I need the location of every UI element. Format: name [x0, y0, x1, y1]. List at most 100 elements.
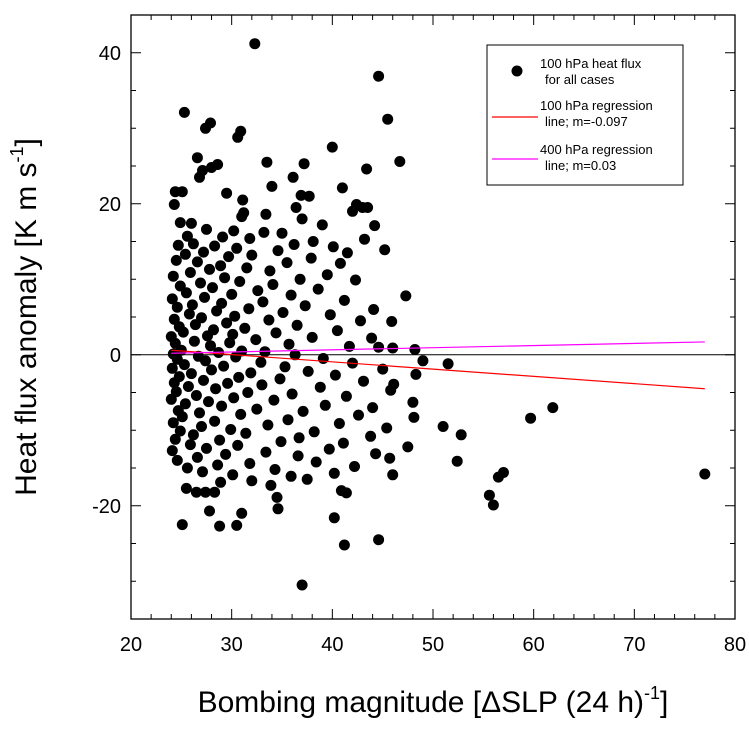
- legend-entry-3-line1: 400 hPa regression: [540, 142, 653, 157]
- data-point: [305, 252, 317, 264]
- data-point: [336, 182, 348, 194]
- data-point: [166, 445, 178, 457]
- data-point: [242, 387, 254, 398]
- data-point: [310, 456, 322, 468]
- data-point: [340, 487, 352, 499]
- legend-entry-1-line2: for all cases: [545, 72, 615, 87]
- data-point: [178, 359, 190, 371]
- data-point: [187, 238, 199, 250]
- data-point: [236, 211, 248, 223]
- data-point: [314, 381, 326, 393]
- legend: 100 hPa heat flux for all cases 100 hPa …: [486, 44, 684, 186]
- data-point: [203, 396, 214, 408]
- x-axis-title-main: Bombing magnitude [ΔSLP (24 h): [198, 686, 644, 719]
- data-point: [296, 579, 308, 591]
- data-point: [214, 520, 226, 532]
- data-point: [264, 265, 276, 277]
- regression-line-100hpa: [171, 349, 705, 390]
- data-point: [525, 412, 537, 424]
- data-point: [365, 430, 377, 442]
- data-point: [196, 421, 207, 432]
- data-point: [268, 394, 280, 406]
- y-axis-title-main: Heat flux anomaly [K m s: [10, 162, 43, 495]
- data-point: [198, 374, 209, 386]
- data-point: [292, 450, 304, 462]
- data-point: [226, 288, 238, 300]
- data-point: [209, 240, 221, 252]
- data-point: [293, 432, 305, 444]
- data-point: [234, 276, 246, 287]
- data-point: [291, 319, 303, 331]
- data-point: [231, 519, 243, 531]
- data-point: [218, 360, 230, 372]
- data-point: [235, 408, 247, 420]
- data-point: [255, 356, 267, 368]
- data-point: [230, 351, 242, 363]
- data-point: [409, 344, 421, 355]
- data-point: [333, 418, 345, 429]
- data-point: [275, 436, 287, 448]
- data-point: [321, 269, 333, 281]
- data-point: [699, 468, 711, 480]
- data-point: [277, 307, 289, 318]
- data-point: [377, 363, 389, 375]
- data-point: [306, 331, 318, 343]
- legend-marker-icon: [511, 65, 523, 77]
- data-point: [381, 422, 393, 434]
- data-point: [223, 251, 235, 263]
- data-point: [373, 70, 385, 82]
- data-point: [394, 156, 406, 167]
- data-point: [224, 337, 236, 349]
- y-tick-label: 0: [110, 345, 121, 367]
- data-point: [437, 421, 449, 432]
- x-tick-label: 40: [321, 634, 343, 656]
- data-point: [183, 308, 195, 320]
- data-point: [442, 358, 454, 370]
- legend-entry-2-line1: 100 hPa regression: [540, 98, 653, 113]
- data-point: [451, 455, 463, 467]
- data-point: [328, 467, 340, 479]
- data-point: [172, 239, 184, 251]
- data-point: [358, 375, 369, 387]
- axis-ticks: [130, 15, 736, 619]
- data-point: [236, 507, 248, 519]
- data-point: [331, 325, 343, 337]
- data-point: [232, 439, 244, 451]
- data-point: [233, 371, 245, 383]
- x-tick-label: 60: [523, 634, 545, 656]
- data-point: [166, 293, 178, 305]
- data-point: [200, 355, 211, 367]
- data-point: [171, 454, 183, 466]
- data-point: [169, 433, 181, 445]
- data-point: [181, 462, 193, 474]
- data-point: [337, 437, 349, 449]
- data-point: [417, 355, 429, 367]
- data-point: [382, 113, 394, 125]
- data-point: [185, 368, 197, 380]
- data-point: [279, 361, 291, 373]
- data-point: [263, 314, 275, 326]
- data-point: [194, 171, 205, 183]
- data-point: [297, 405, 309, 417]
- data-point: [176, 186, 188, 198]
- data-point: [349, 461, 360, 472]
- data-point: [369, 220, 381, 232]
- data-point: [294, 273, 306, 285]
- data-point: [174, 425, 186, 437]
- data-point: [215, 476, 227, 488]
- data-point: [303, 190, 315, 202]
- data-point: [301, 473, 313, 485]
- data-point: [177, 326, 189, 338]
- data-point: [243, 303, 255, 315]
- data-point: [400, 290, 412, 302]
- data-point: [308, 426, 320, 438]
- data-point: [367, 402, 379, 414]
- data-point: [285, 289, 297, 301]
- data-point: [232, 131, 244, 143]
- data-point: [167, 417, 179, 429]
- y-tick-label: -20: [92, 496, 121, 518]
- data-point: [207, 282, 218, 294]
- data-point: [276, 227, 288, 239]
- data-point: [206, 162, 217, 173]
